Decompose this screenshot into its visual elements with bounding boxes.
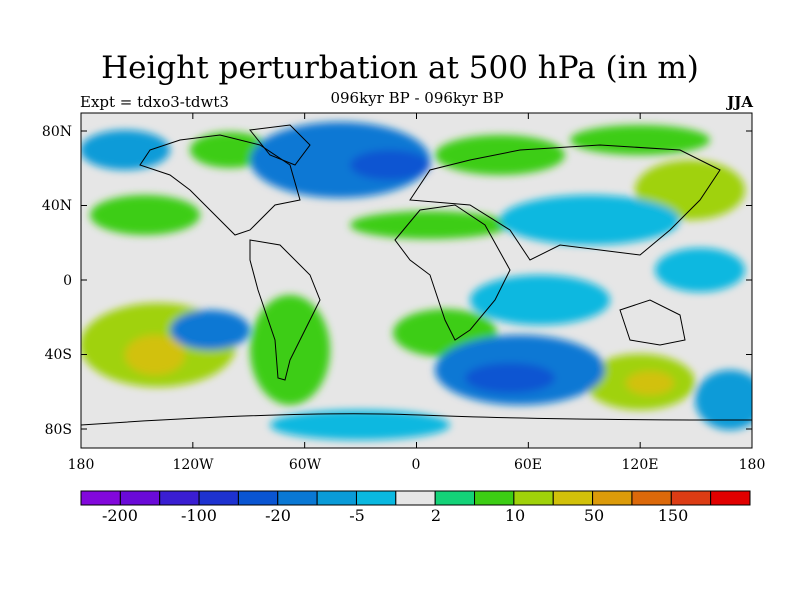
antarctica-coast xyxy=(81,413,752,426)
positive-anomaly-europe xyxy=(435,135,565,175)
colorbar-label: -100 xyxy=(181,506,217,525)
negative-anomaly-west-pacific xyxy=(655,248,745,292)
plot-title: Height perturbation at 500 hPa (in m) xyxy=(101,50,699,86)
south-america-coast xyxy=(249,239,321,381)
positive-anomaly-core-2 xyxy=(626,371,674,395)
negative-anomaly-southwest-pacific xyxy=(695,370,752,430)
colorbar xyxy=(80,490,751,506)
negative-anomaly-indian-ocean xyxy=(470,275,610,325)
colorbar-label: 2 xyxy=(430,506,442,525)
colorbar-swatch xyxy=(355,490,397,506)
lat-label-eq: 0 xyxy=(63,273,72,289)
lat-label-80s: 80S xyxy=(44,422,72,438)
lon-label-60e: 60E xyxy=(513,457,543,473)
lon-label-120w: 120W xyxy=(172,457,214,473)
greenland-coast xyxy=(249,124,311,166)
colorbar-label: 150 xyxy=(657,506,689,525)
negative-anomaly-asia xyxy=(500,195,680,245)
colorbar-swatch xyxy=(513,490,554,506)
colorbar-swatch xyxy=(631,490,672,506)
positive-anomaly-north-pacific xyxy=(90,195,200,235)
australia-coast xyxy=(619,299,686,346)
colorbar-swatch xyxy=(592,490,633,506)
colorbar-swatch xyxy=(80,490,121,506)
colorbar-swatch xyxy=(552,490,594,506)
colorbar-swatch xyxy=(395,490,436,506)
eurasia-coast xyxy=(409,144,721,261)
colorbar-swatch xyxy=(277,490,318,506)
colorbar-swatch xyxy=(159,490,200,506)
lon-label-180w: 180 xyxy=(67,457,95,473)
colorbar-label: -20 xyxy=(265,506,291,525)
positive-anomaly-tropical-band xyxy=(350,211,510,239)
positive-anomaly-arctic xyxy=(570,125,710,155)
negative-anomaly-core-2 xyxy=(465,363,555,393)
positive-anomaly-south-america xyxy=(250,295,330,405)
colorbar-swatch xyxy=(237,490,279,506)
colorbar-swatch xyxy=(316,490,357,506)
positive-anomaly-canada xyxy=(190,132,270,168)
colorbar-label: -5 xyxy=(349,506,365,525)
lat-label-80n: 80N xyxy=(41,124,72,140)
colorbar-swatch xyxy=(119,490,161,506)
colorbar-swatch xyxy=(434,490,476,506)
colorbar-label: 50 xyxy=(583,506,605,525)
negative-anomaly-south-pacific xyxy=(170,310,250,350)
positive-anomaly-core xyxy=(125,335,185,375)
negative-anomaly-antarctic xyxy=(270,410,450,440)
lat-label-40n: 40N xyxy=(41,198,72,214)
colorbar-label: -200 xyxy=(102,506,138,525)
colorbar-swatch xyxy=(474,490,515,506)
lon-label-180e: 180 xyxy=(738,457,766,473)
colorbar-label: 10 xyxy=(504,506,526,525)
experiment-label: Expt = tdxo3-tdwt3 xyxy=(80,93,229,111)
north-america-coast xyxy=(139,134,301,236)
plot-subtitle: 096kyr BP - 096kyr BP xyxy=(330,89,504,107)
axis-ticks xyxy=(80,113,753,448)
coastlines xyxy=(81,124,752,426)
positive-anomaly-east-asia xyxy=(635,160,745,220)
africa-coast xyxy=(394,204,511,341)
lat-label-40s: 40S xyxy=(44,347,72,363)
lon-label-0: 0 xyxy=(411,457,421,473)
lon-label-120e: 120E xyxy=(621,457,659,473)
negative-anomaly-core xyxy=(350,150,430,180)
negative-anomaly-bering xyxy=(81,130,170,170)
colorbar-swatch xyxy=(710,490,751,506)
colorbar-swatch xyxy=(198,490,239,506)
colorbar-swatch xyxy=(670,490,712,506)
lon-label-60w: 60W xyxy=(288,457,322,473)
season-label: JJA xyxy=(727,93,753,111)
contour-field xyxy=(81,113,752,448)
